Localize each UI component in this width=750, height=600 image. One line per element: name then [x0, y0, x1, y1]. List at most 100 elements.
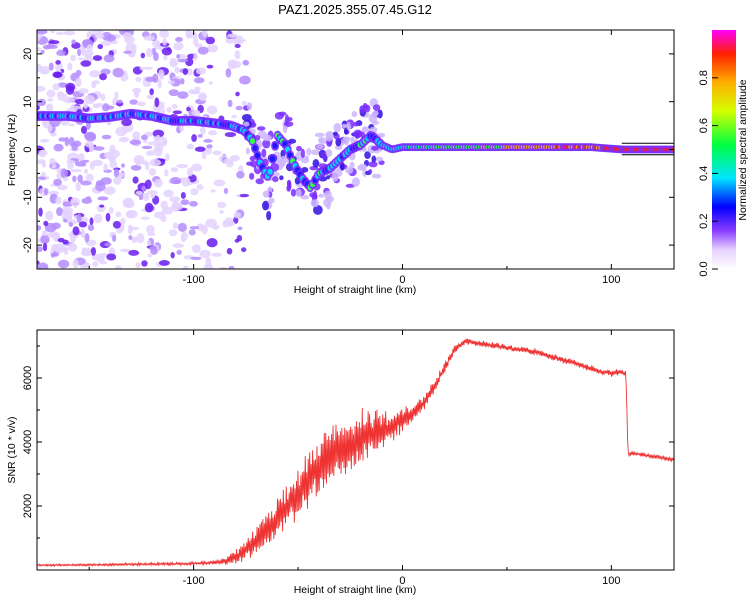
heatmap-noise-cell — [177, 58, 189, 63]
heatmap-noise-cell — [123, 50, 132, 54]
heatmap-noise-cell — [164, 169, 169, 177]
heatmap-noise-cell — [37, 225, 42, 231]
heatmap-noise-cell — [37, 47, 42, 52]
heatmap-noise-cell — [39, 138, 50, 143]
heatmap-noise-cell — [37, 85, 46, 92]
heatmap-noise-cell — [210, 189, 216, 193]
heatmap-noise-cell — [57, 82, 68, 88]
heatmap-noise-cell — [103, 186, 116, 195]
heatmap-scatter-cell — [332, 131, 338, 136]
heatmap-noise-cell — [239, 193, 250, 198]
heatmap-noise-cell — [203, 263, 214, 269]
heatmap-noise-cell — [41, 161, 46, 168]
heatmap-noise-cell — [140, 160, 148, 165]
heatmap-noise-cell — [197, 46, 209, 55]
heatmap-noise-cell — [188, 229, 196, 236]
heatmap-scatter-cell — [371, 173, 382, 179]
heatmap-noise-cell — [86, 44, 93, 53]
heatmap-noise-cell — [143, 139, 148, 144]
heatmap-noise-cell — [85, 173, 94, 182]
heatmap-noise-cell — [68, 123, 75, 127]
heatmap-noise-cell — [37, 105, 40, 111]
heatmap-scatter-cell — [325, 149, 333, 158]
heatmap-scatter-cell — [268, 197, 275, 204]
heatmap-scatter-cell — [257, 126, 266, 131]
heatmap-scatter-cell — [300, 157, 310, 164]
heatmap-noise-cell — [193, 36, 199, 46]
heatmap-noise-cell — [144, 202, 154, 213]
heatmap-noise-cell — [115, 211, 122, 218]
heatmap-noise-cell — [191, 134, 197, 142]
heatmap-noise-cell — [117, 172, 125, 178]
snr-series-line — [37, 338, 674, 568]
heatmap-noise-cell — [37, 246, 43, 253]
heatmap-noise-cell — [80, 250, 92, 257]
heatmap-noise-cell — [163, 54, 168, 61]
heatmap-noise-cell — [80, 60, 92, 67]
heatmap-noise-cell — [77, 174, 83, 183]
heatmap-scatter-cell — [368, 169, 373, 174]
heatmap-noise-cell — [84, 232, 90, 243]
heatmap-noise-cell — [169, 177, 181, 185]
heatmap-noise-cell — [171, 103, 178, 109]
bottom-y-tick-label: 4000 — [22, 430, 34, 454]
heatmap-noise-cell — [78, 88, 89, 94]
heatmap-scatter-cell — [372, 104, 381, 111]
heatmap-noise-cell — [65, 82, 76, 92]
heatmap-scatter-cell — [283, 121, 294, 127]
heatmap-noise-cell — [151, 39, 161, 48]
heatmap-scatter-cell — [262, 134, 272, 141]
heatmap-noise-cell — [159, 30, 170, 39]
heatmap-noise-cell — [172, 202, 184, 211]
heatmap-scatter-cell — [343, 136, 350, 146]
heatmap-scatter-cell — [353, 121, 359, 127]
heatmap-noise-cell — [104, 151, 112, 159]
heatmap-scatter-cell — [315, 143, 324, 150]
heatmap-noise-cell — [68, 221, 73, 228]
heatmap-noise-cell — [225, 68, 232, 78]
heatmap-noise-cell — [54, 243, 66, 254]
heatmap-noise-cell — [112, 97, 118, 106]
heatmap-noise-cell — [146, 150, 156, 156]
heatmap-noise-cell — [46, 103, 54, 113]
colorbar: 0.0 0.2 0.4 0.6 0.8 Normalized spectral ampl… — [698, 30, 749, 277]
heatmap-noise-cell — [152, 129, 165, 138]
heatmap-noise-cell — [155, 134, 161, 141]
heatmap-noise-cell — [80, 125, 88, 134]
heatmap-scatter-cell — [378, 160, 385, 166]
heatmap-noise-cell — [206, 105, 218, 115]
heatmap-noise-cell — [89, 161, 95, 171]
heatmap-scatter-cell — [286, 185, 291, 192]
heatmap-noise-cell — [42, 44, 51, 50]
heatmap-scatter-cell — [249, 172, 255, 180]
heatmap-noise-cell — [60, 168, 68, 179]
heatmap-noise-cell — [202, 30, 208, 38]
heatmap-noise-cell — [166, 107, 172, 113]
heatmap-noise-cell — [96, 256, 105, 263]
heatmap-noise-cell — [71, 39, 77, 45]
heatmap-noise-cell — [227, 99, 233, 108]
heatmap-noise-cell — [72, 226, 80, 236]
heatmap-scatter-cell — [325, 175, 331, 180]
heatmap-noise-cell — [132, 131, 141, 140]
heatmap-noise-cell — [56, 50, 66, 57]
heatmap-noise-cell — [50, 253, 56, 257]
heatmap-noise-cell — [172, 110, 183, 115]
heatmap-noise-cell — [122, 32, 132, 40]
heatmap-scatter-cell — [368, 113, 378, 124]
heatmap-noise-cell — [132, 87, 142, 93]
heatmap-noise-cell — [77, 48, 82, 57]
top-y-tick-label: 0 — [22, 146, 34, 152]
heatmap-noise-cell — [57, 184, 68, 191]
top-y-ticks: -20 -10 0 10 20 — [22, 29, 674, 270]
heatmap-noise-cell — [228, 265, 235, 269]
heatmap-noise-cell — [78, 57, 83, 61]
heatmap-noise-cell — [132, 176, 139, 184]
heatmap-noise-cell — [80, 180, 92, 186]
heatmap-scatter-cell — [241, 113, 252, 122]
heatmap-noise-cell — [95, 103, 104, 107]
heatmap-noise-cell — [143, 35, 156, 41]
heatmap-scatter-cell — [243, 121, 250, 127]
heatmap-noise-cell — [212, 150, 223, 156]
heatmap-noise-cell — [168, 89, 180, 97]
